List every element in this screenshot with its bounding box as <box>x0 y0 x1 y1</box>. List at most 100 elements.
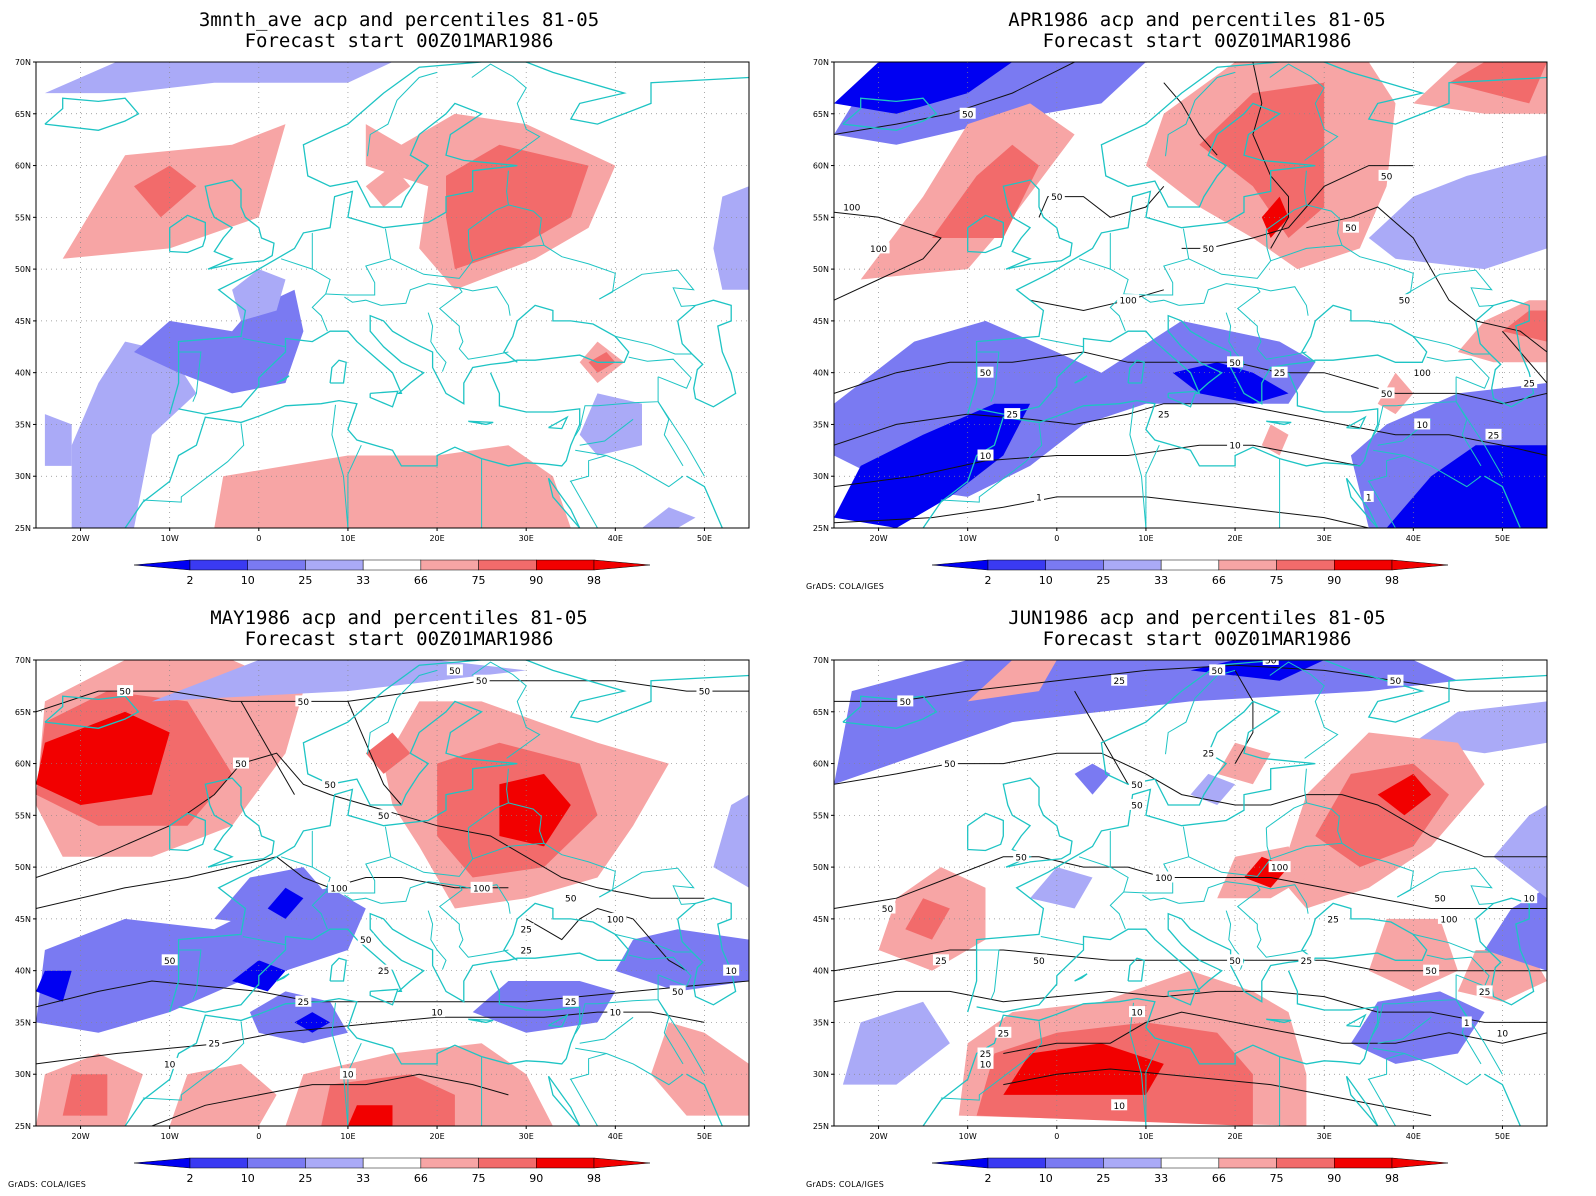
contour-label: 50 <box>1434 895 1446 905</box>
coastline <box>169 812 206 852</box>
coastline <box>547 478 581 528</box>
isoline <box>834 211 942 301</box>
contour-label: 10 <box>980 1060 992 1070</box>
lat-tick-label: 60N <box>15 162 31 171</box>
colorbar-segment <box>247 559 306 571</box>
border-line <box>1404 1053 1482 1086</box>
lat-tick-label: 30N <box>15 472 31 481</box>
lat-tick-label: 40N <box>15 369 31 378</box>
shaded-region <box>151 660 527 702</box>
map-panel-apr1986: APR1986 acp and percentiles 81-05 Foreca… <box>798 0 1596 598</box>
contour-label-bg <box>206 1037 223 1049</box>
border-line <box>472 244 616 300</box>
contour-label-bg <box>1227 439 1244 451</box>
contour-label-bg <box>1117 294 1140 306</box>
border-line <box>331 1002 349 1126</box>
contour-label: 50 <box>1229 359 1241 369</box>
lon-tick-label: 20E <box>1227 1132 1242 1141</box>
colorbar-segment <box>536 1157 595 1169</box>
contour-label: 10 <box>1523 895 1535 905</box>
coastline <box>468 1018 494 1024</box>
contour-label-bg <box>322 778 339 790</box>
border-line <box>367 669 438 755</box>
contour-label-bg <box>429 1006 446 1018</box>
contour-label-bg <box>1378 387 1395 399</box>
border-line <box>606 1053 684 1086</box>
contour-label-bg <box>1423 964 1440 976</box>
colorbar-label: 98 <box>1385 1172 1399 1185</box>
contour-label-bg <box>1411 366 1434 378</box>
shaded-region <box>651 1022 749 1116</box>
border-line <box>579 1016 634 1044</box>
contour-label: 10 <box>980 452 992 462</box>
lat-tick-label: 55N <box>15 213 31 222</box>
colorbar-segment <box>362 1157 422 1169</box>
colorbar-segment <box>1276 559 1335 571</box>
coastline <box>124 970 581 1126</box>
colorbar-low-arrow <box>931 1157 989 1169</box>
shaded-region <box>1502 310 1547 342</box>
border-line <box>508 204 545 246</box>
contour-label: 25 <box>998 1029 1009 1039</box>
contour-label: 50 <box>1381 172 1393 182</box>
map-panel-may1986: MAY1986 acp and percentiles 81-05 Foreca… <box>0 598 798 1196</box>
border-line <box>344 296 382 306</box>
coastline <box>922 970 1379 1126</box>
isoline <box>834 990 1547 1023</box>
coastline <box>1345 1075 1379 1126</box>
border-line <box>940 423 1043 503</box>
coastline <box>169 62 749 415</box>
lon-tick-label: 10W <box>161 534 179 543</box>
shaded-region <box>347 1105 393 1126</box>
coastline <box>967 62 1547 415</box>
colorbar-label: 25 <box>1096 574 1110 587</box>
lat-tick-label: 35N <box>813 420 829 429</box>
contour-label: 10 <box>164 1060 176 1070</box>
border-line <box>1040 338 1084 348</box>
colorbar-label: 10 <box>1039 1172 1053 1185</box>
colorbar-label: 90 <box>1327 574 1341 587</box>
border-line <box>471 661 541 759</box>
colorbar-segment <box>247 1157 306 1169</box>
coastline <box>169 660 749 1013</box>
lat-tick-label: 50N <box>15 863 31 872</box>
contour-label-bg <box>723 964 740 976</box>
contour-label: 25 <box>520 946 531 956</box>
shaded-region <box>1172 362 1289 404</box>
contour-label-bg <box>840 200 863 212</box>
shaded-region <box>134 289 304 394</box>
border-line <box>1145 1042 1160 1126</box>
contour-label-bg <box>295 995 312 1007</box>
contour-label-bg <box>1521 377 1538 389</box>
contour-label-bg <box>1227 954 1244 966</box>
colorbar-segment <box>420 1157 479 1169</box>
colorbar-high-arrow <box>1391 1157 1449 1169</box>
lon-tick-label: 10E <box>1138 534 1153 543</box>
border-line <box>569 1047 607 1080</box>
isoline <box>1003 1068 1432 1117</box>
border-line <box>615 335 692 355</box>
colorbar-low-arrow <box>931 559 989 571</box>
lat-tick-label: 55N <box>15 811 31 820</box>
lat-tick-label: 30N <box>813 472 829 481</box>
shaded-region <box>44 414 72 466</box>
contour-label: 50 <box>1265 657 1277 667</box>
shaded-region <box>1217 742 1271 785</box>
lat-tick-label: 65N <box>813 708 829 717</box>
panel-title-line2: Forecast start 00Z01MAR1986 <box>244 30 554 52</box>
colorbar-high-arrow <box>1391 559 1449 571</box>
contour-label-bg <box>470 881 493 893</box>
contour-label: 100 <box>1155 874 1172 884</box>
border-line <box>1455 401 1503 477</box>
contour-label: 25 <box>209 1040 220 1050</box>
contour-label: 25 <box>298 998 309 1008</box>
contour-label-bg <box>977 1047 994 1059</box>
colorbar: 2 10 25 33 66 75 90 98 <box>133 1157 651 1185</box>
map-layers: 50 25 50 50 50 50 50 50 25 50 100 100 50 50 100 25 25 50 5… <box>834 657 1547 1126</box>
contour-label: 50 <box>1425 967 1437 977</box>
contour-label: 50 <box>1390 677 1402 687</box>
contour-label-bg <box>669 985 686 997</box>
isoline <box>1074 690 1129 785</box>
colorbar-label: 90 <box>529 1172 543 1185</box>
isoline <box>834 949 1547 972</box>
